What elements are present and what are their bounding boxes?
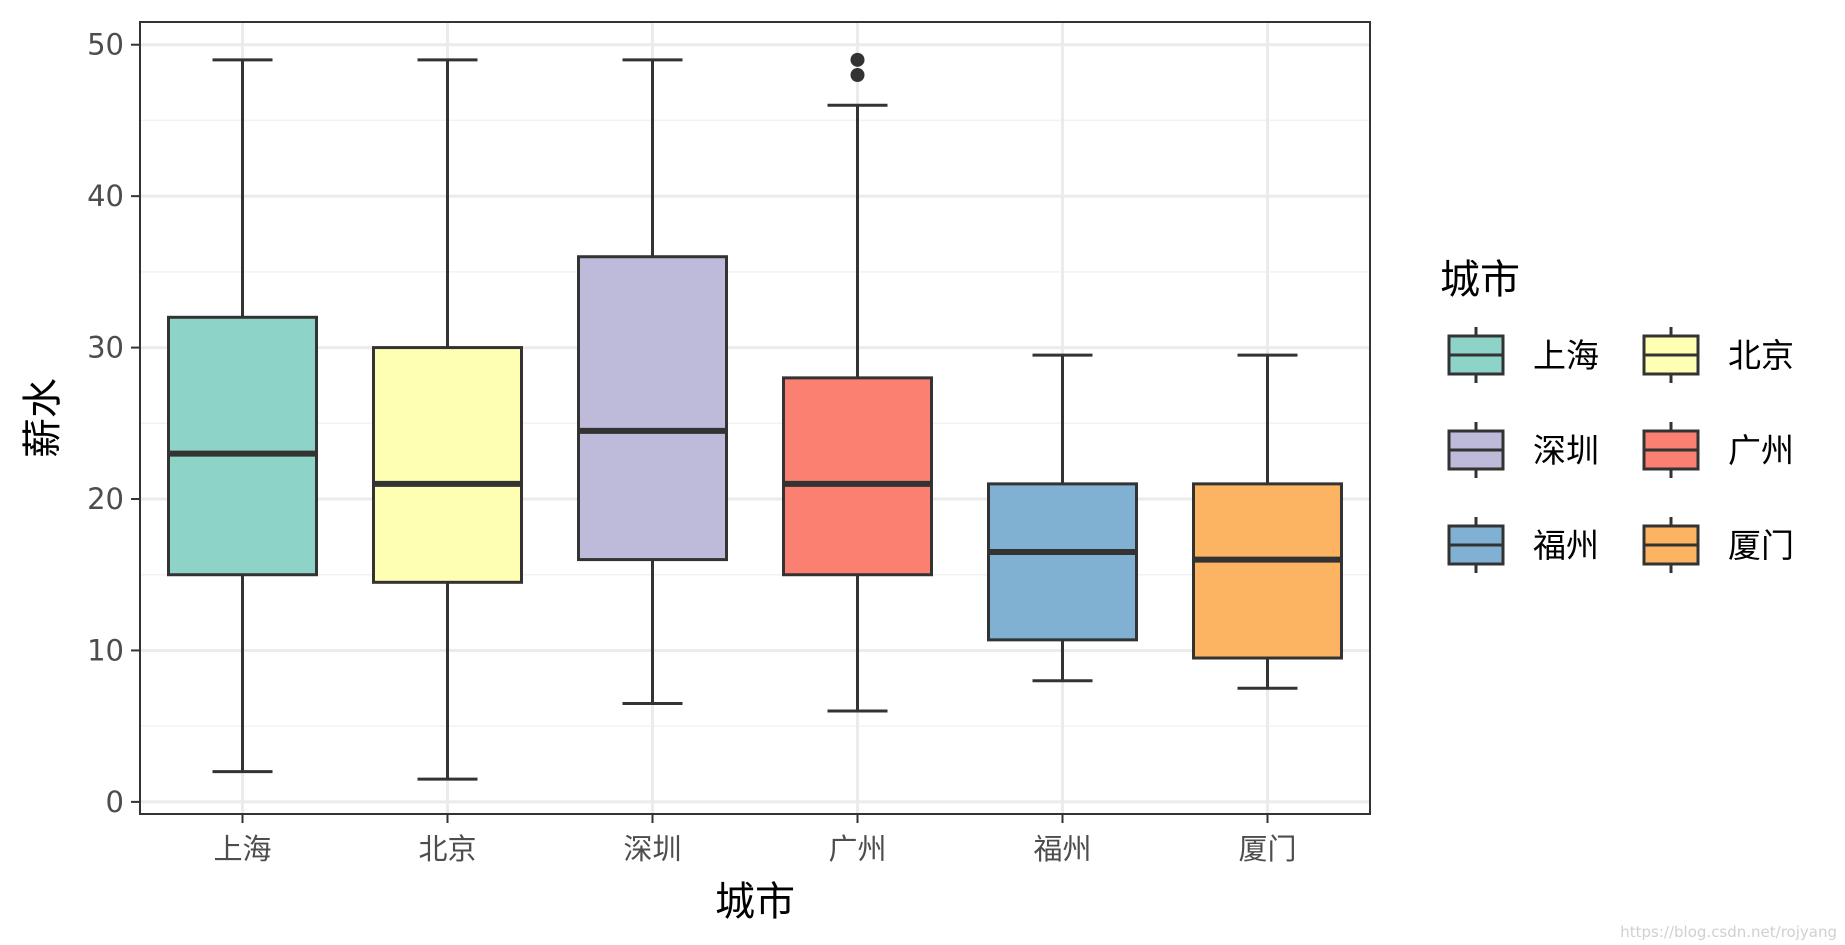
y-tick-label: 20 xyxy=(87,482,124,516)
legend-label: 上海 xyxy=(1533,336,1599,375)
y-tick-label: 40 xyxy=(87,179,124,213)
box-group-5 xyxy=(987,353,1138,683)
outlier-point xyxy=(850,52,865,67)
y-tick-label: 10 xyxy=(87,633,124,667)
watermark: https://blog.csdn.net/rojyang xyxy=(1620,923,1837,941)
y-tick-label: 30 xyxy=(87,331,124,365)
y-axis-title: 薪水 xyxy=(20,378,66,458)
x-tick-label: 厦门 xyxy=(1238,832,1296,866)
legend-item-5: 福州 xyxy=(1447,517,1599,573)
box-group-4 xyxy=(782,52,933,713)
legend-item-2: 北京 xyxy=(1642,327,1794,383)
box-iqr xyxy=(372,346,523,584)
legend-label: 厦门 xyxy=(1728,526,1794,565)
x-tick-label: 深圳 xyxy=(623,832,681,866)
x-axis-title: 城市 xyxy=(715,879,795,925)
y-tick-label: 0 xyxy=(106,785,124,819)
legend-label: 深圳 xyxy=(1533,431,1599,470)
boxes xyxy=(167,52,1343,781)
x-tick-label: 北京 xyxy=(418,832,476,866)
legend-item-6: 厦门 xyxy=(1642,517,1794,573)
x-tick-label: 福州 xyxy=(1033,832,1091,866)
panel-border xyxy=(139,21,1371,815)
x-tick-label: 上海 xyxy=(213,832,271,866)
legend-item-3: 深圳 xyxy=(1447,422,1599,478)
box-iqr xyxy=(1192,482,1343,660)
outlier-point xyxy=(850,68,865,83)
legend-label: 北京 xyxy=(1728,336,1794,375)
y-tick-label: 50 xyxy=(87,28,124,62)
box-iqr xyxy=(987,482,1138,642)
legend-label: 广州 xyxy=(1728,431,1794,470)
box-iqr xyxy=(782,376,933,577)
x-tick-label: 广州 xyxy=(828,832,886,866)
axes: 0 10 20 30 40 50 上海 北京 深圳 广州 福州 厦门 xyxy=(87,28,1296,866)
legend-label: 福州 xyxy=(1533,526,1599,565)
box-group-2 xyxy=(372,58,523,781)
legend-title: 城市 xyxy=(1440,257,1520,303)
panel-background xyxy=(140,22,1370,814)
box-iqr xyxy=(577,255,728,562)
box-group-6 xyxy=(1192,353,1343,690)
box-iqr xyxy=(167,315,318,577)
legend-item-1: 上海 xyxy=(1447,327,1599,383)
box-group-1 xyxy=(167,58,318,774)
legend-item-4: 广州 xyxy=(1642,422,1794,478)
box-group-3 xyxy=(577,58,728,705)
